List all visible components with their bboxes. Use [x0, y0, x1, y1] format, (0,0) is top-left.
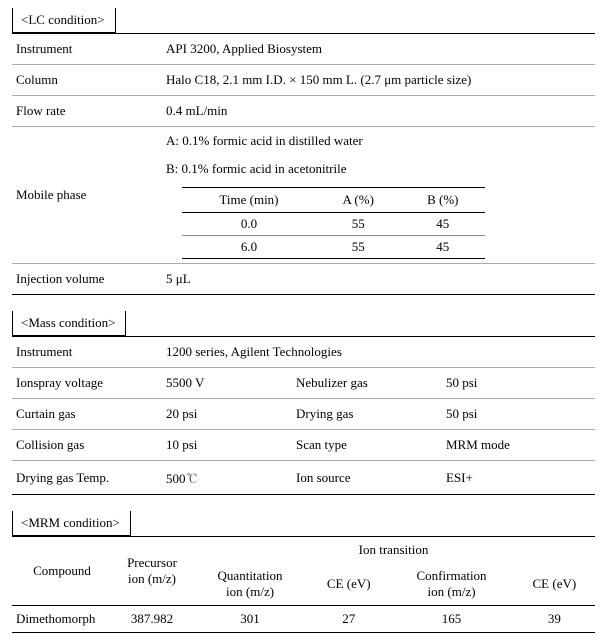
lc-mobilephase-cell: A: 0.1% formic acid in distilled water B…: [162, 127, 595, 264]
table-row: Ionspray voltage 5500 V Nebulizer gas 50…: [12, 368, 595, 399]
mobile-phase-a: A: 0.1% formic acid in distilled water: [162, 127, 595, 155]
lc-flowrate-label: Flow rate: [12, 96, 162, 127]
mrm-data-row: Dimethomorph 387.982 301 27 165 39: [12, 606, 595, 633]
gradient-row: 6.0 55 45: [182, 236, 485, 259]
mass-r4-l2: Ion source: [292, 461, 442, 495]
lc-table: Instrument API 3200, Applied Biosystem C…: [12, 33, 595, 295]
mass-r2-v2: 50 psi: [442, 399, 595, 430]
mass-section-header: <Mass condition>: [12, 311, 126, 336]
gradient-table: Time (min) A (%) B (%) 0.0 55 45 6.0 55 …: [182, 187, 485, 259]
table-row: Mobile phase A: 0.1% formic acid in dist…: [12, 127, 595, 264]
mrm-th-compound: Compound: [12, 537, 112, 606]
lc-header-text: <LC condition>: [21, 12, 105, 27]
gradient-header-row: Time (min) A (%) B (%): [182, 188, 485, 213]
mrm-th-quant: Quantitation ion (m/z): [192, 563, 308, 606]
mrm-th-precursor: Precursor ion (m/z): [112, 537, 192, 606]
gradient-time: 6.0: [182, 236, 316, 259]
mass-r2-l1: Curtain gas: [12, 399, 162, 430]
mass-r3-l2: Scan type: [292, 430, 442, 461]
mrm-th-ce2: CE (eV): [514, 563, 595, 606]
mrm-th-conf: Confirmation ion (m/z): [389, 563, 513, 606]
table-row: Instrument API 3200, Applied Biosystem: [12, 34, 595, 65]
lc-column-label: Column: [12, 65, 162, 96]
mrm-table: Compound Precursor ion (m/z) Ion transit…: [12, 536, 595, 633]
mass-r4-l1: Drying gas Temp.: [12, 461, 162, 495]
mass-instrument-value: 1200 series, Agilent Technologies: [162, 337, 595, 368]
mass-r2-l2: Drying gas: [292, 399, 442, 430]
mrm-th-iontransition: Ion transition: [192, 537, 595, 564]
mass-table: Instrument 1200 series, Agilent Technolo…: [12, 336, 595, 495]
mass-r3-v1: 10 psi: [162, 430, 292, 461]
mrm-ce1: 27: [308, 606, 389, 633]
gradient-row: 0.0 55 45: [182, 213, 485, 236]
lc-injection-value: 5 μL: [162, 264, 595, 295]
lc-section-header: <LC condition>: [12, 8, 116, 33]
mass-r4-v2: ESI+: [442, 461, 595, 495]
mrm-ce2: 39: [514, 606, 595, 633]
table-row: Collision gas 10 psi Scan type MRM mode: [12, 430, 595, 461]
gradient-a: 55: [316, 213, 401, 236]
lc-column-value: Halo C18, 2.1 mm I.D. × 150 mm L. (2.7 μ…: [162, 65, 595, 96]
lc-instrument-value: API 3200, Applied Biosystem: [162, 34, 595, 65]
mrm-section-header: <MRM condition>: [12, 511, 131, 536]
mass-r3-l1: Collision gas: [12, 430, 162, 461]
mrm-header-row-1: Compound Precursor ion (m/z) Ion transit…: [12, 537, 595, 564]
mobile-phase-b: B: 0.1% formic acid in acetonitrile: [162, 155, 595, 183]
mass-r1-v2: 50 psi: [442, 368, 595, 399]
mass-r1-v1: 5500 V: [162, 368, 292, 399]
table-row: Injection volume 5 μL: [12, 264, 595, 295]
gradient-th-time: Time (min): [182, 188, 316, 213]
table-row: Column Halo C18, 2.1 mm I.D. × 150 mm L.…: [12, 65, 595, 96]
gradient-th-b: B (%): [401, 188, 486, 213]
gradient-th-a: A (%): [316, 188, 401, 213]
lc-instrument-label: Instrument: [12, 34, 162, 65]
gradient-time: 0.0: [182, 213, 316, 236]
mass-instrument-label: Instrument: [12, 337, 162, 368]
gradient-b: 45: [401, 236, 486, 259]
mass-r1-l2: Nebulizer gas: [292, 368, 442, 399]
mass-r3-v2: MRM mode: [442, 430, 595, 461]
lc-flowrate-value: 0.4 mL/min: [162, 96, 595, 127]
table-row: Curtain gas 20 psi Drying gas 50 psi: [12, 399, 595, 430]
mass-r2-v1: 20 psi: [162, 399, 292, 430]
mrm-precursor: 387.982: [112, 606, 192, 633]
mrm-header-text: <MRM condition>: [21, 515, 120, 530]
table-row: Flow rate 0.4 mL/min: [12, 96, 595, 127]
gradient-b: 45: [401, 213, 486, 236]
mrm-quant: 301: [192, 606, 308, 633]
lc-injection-label: Injection volume: [12, 264, 162, 295]
table-row: Instrument 1200 series, Agilent Technolo…: [12, 337, 595, 368]
mass-r1-l1: Ionspray voltage: [12, 368, 162, 399]
mrm-conf: 165: [389, 606, 513, 633]
mrm-compound: Dimethomorph: [12, 606, 112, 633]
mass-r4-v1: 500℃: [162, 461, 292, 495]
mrm-th-ce1: CE (eV): [308, 563, 389, 606]
gradient-a: 55: [316, 236, 401, 259]
mass-header-text: <Mass condition>: [21, 315, 115, 330]
table-row: Drying gas Temp. 500℃ Ion source ESI+: [12, 461, 595, 495]
lc-mobilephase-label: Mobile phase: [12, 127, 162, 264]
